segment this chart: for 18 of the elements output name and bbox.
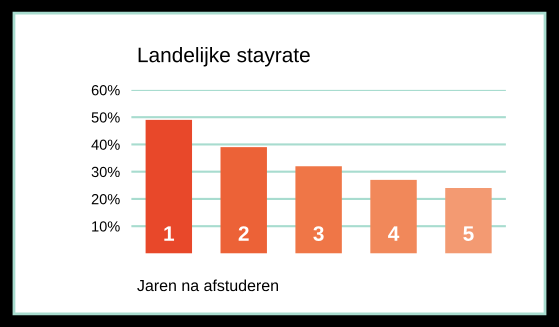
y-tick-label: 10% <box>92 221 120 232</box>
bar <box>445 188 492 254</box>
x-tick-label: 5 <box>463 226 474 241</box>
bar <box>295 166 342 254</box>
y-tick-label: 20% <box>92 194 120 204</box>
x-tick-label: 3 <box>313 226 324 242</box>
y-tick-label: 50% <box>92 112 120 123</box>
bar <box>220 147 267 254</box>
x-tick-label: 2 <box>238 226 249 241</box>
x-tick-label: 1 <box>164 226 174 241</box>
y-tick-label: 60% <box>92 85 120 96</box>
x-axis-title: Jaren na afstuderen <box>137 279 278 292</box>
y-tick-label: 30% <box>92 166 120 178</box>
y-tick-label: 40% <box>91 140 120 150</box>
x-tick-label: 4 <box>388 226 400 241</box>
bar <box>146 120 192 254</box>
chart-title: Landelijke stayrate <box>138 47 310 66</box>
bar <box>370 180 417 254</box>
